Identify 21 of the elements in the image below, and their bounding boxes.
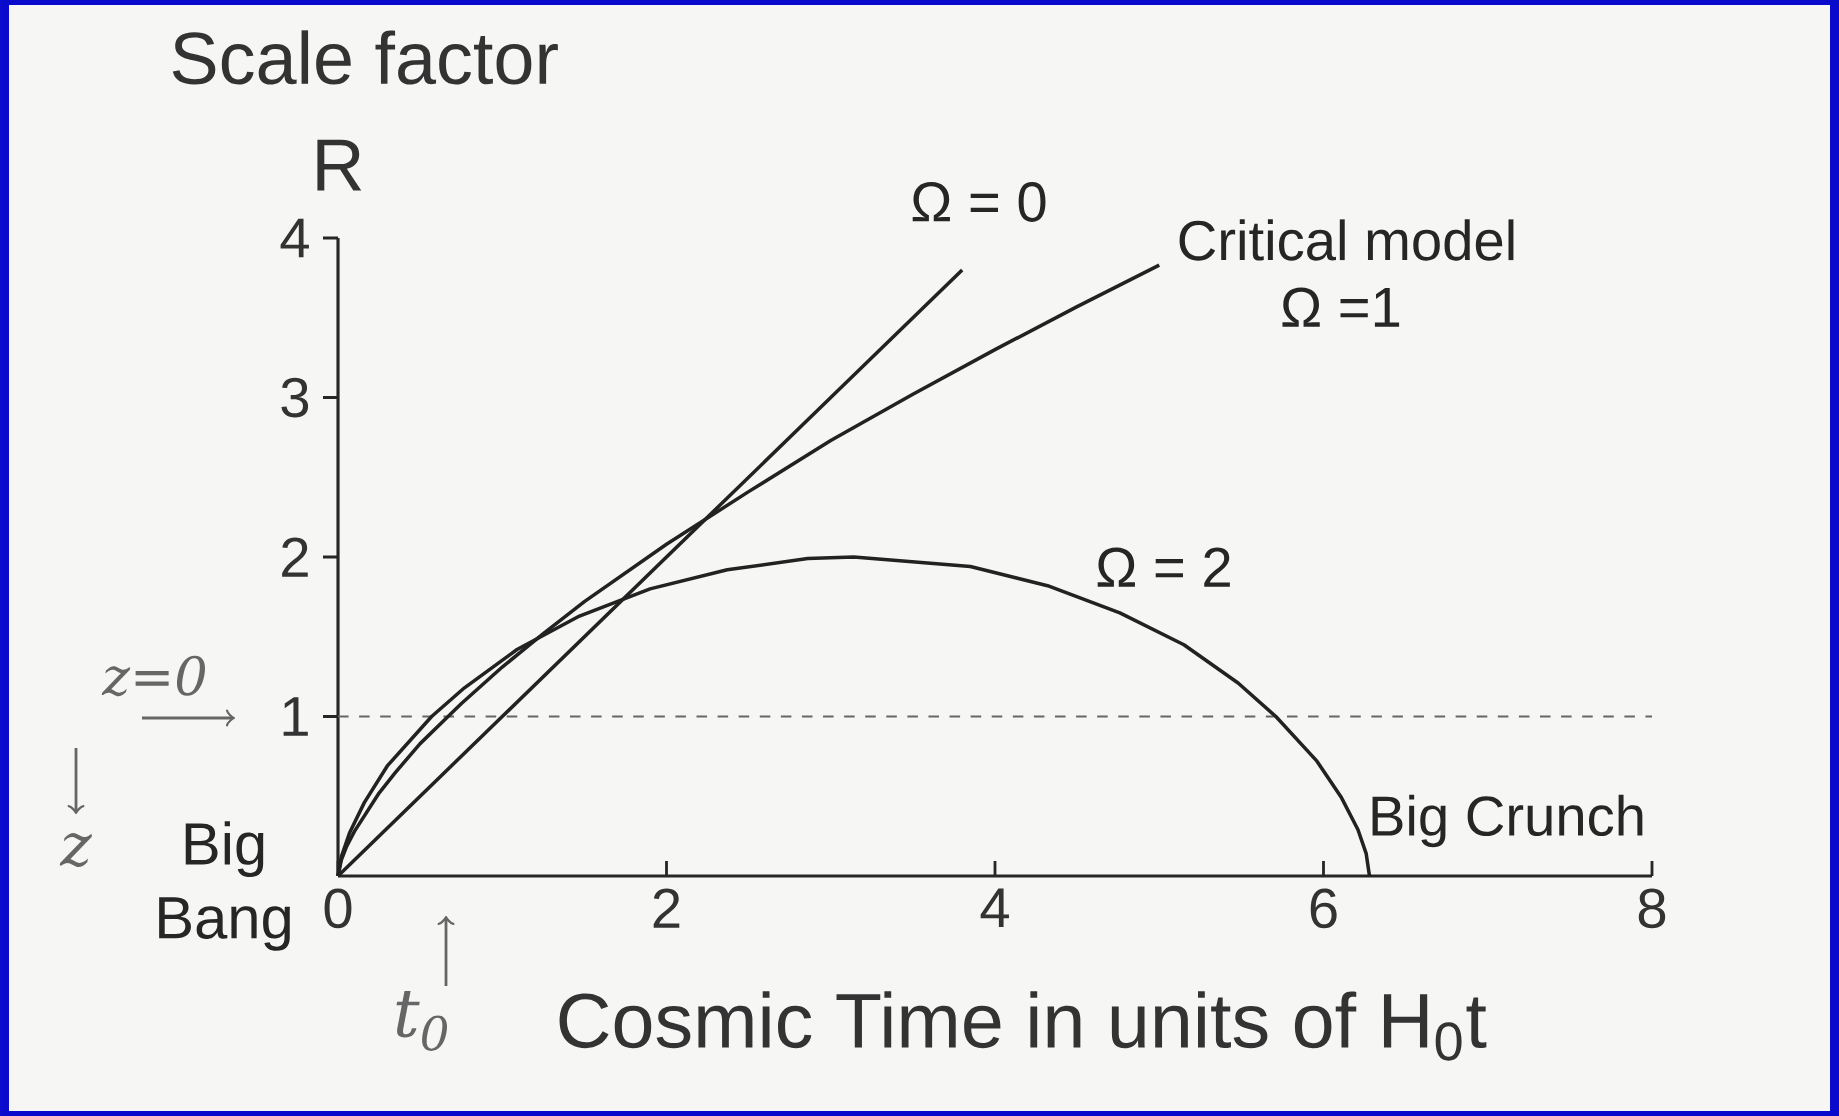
annotation: Ω =1 [1282, 287, 1400, 327]
x-tick-label: 0 [324, 888, 352, 929]
y-tick-label: 1 [283, 697, 308, 736]
annotation: Critical model [1179, 219, 1514, 261]
chart-title: Scale factor [172, 30, 558, 85]
x-tick-label: 8 [1638, 888, 1666, 929]
text: t$_{0}$ [396, 991, 448, 1051]
x-tick-label: 2 [653, 888, 680, 928]
annotation: Big Crunch [1372, 794, 1643, 848]
x-tick-label: 6 [1310, 888, 1337, 929]
y-tick-label: 2 [282, 537, 308, 577]
text: z=0 [101, 655, 206, 697]
annotation: Ω = 2 [1097, 547, 1230, 587]
y-tick-label: 3 [281, 377, 309, 418]
text: Big Bang [159, 821, 290, 951]
text: z [59, 832, 93, 868]
text: Ω = 0 [912, 182, 1046, 222]
x-axis-title: Cosmic Time in units of H$_{0}$t [559, 991, 1487, 1061]
y-tick-label: 4 [280, 218, 309, 258]
x-tick-label: 4 [980, 888, 1009, 928]
y-axis-title: R [317, 139, 362, 191]
